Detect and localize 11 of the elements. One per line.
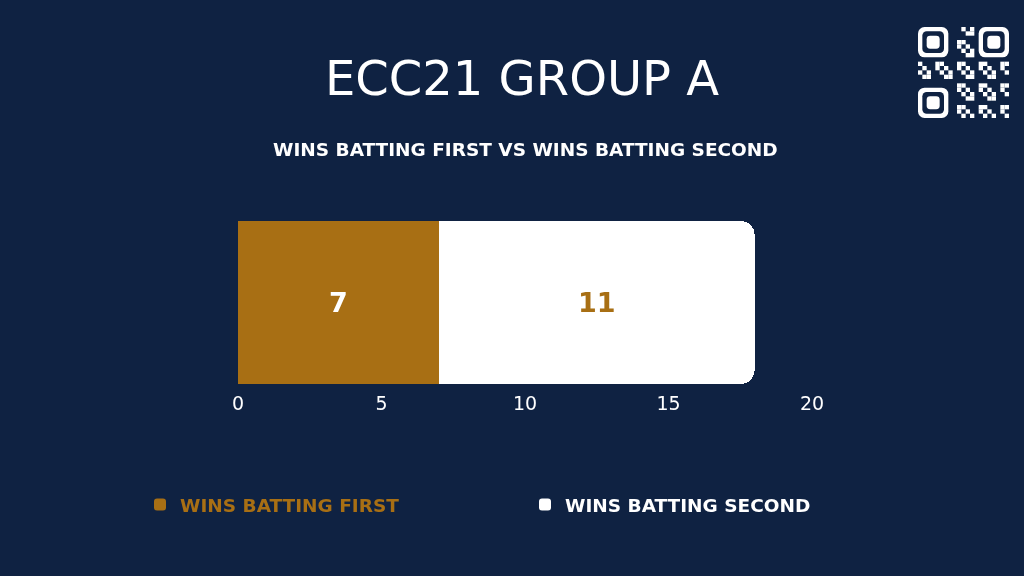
data-label: 11 bbox=[577, 287, 616, 318]
chart-title: ECC21 GROUP A bbox=[324, 49, 720, 106]
legend-label: WINS BATTING SECOND bbox=[565, 494, 811, 516]
data-label: 7 bbox=[329, 287, 348, 318]
x-tick-label: 20 bbox=[799, 392, 825, 414]
x-tick-label: 5 bbox=[375, 392, 388, 414]
chart-subtitle: WINS BATTING FIRST VS WINS BATTING SECOND bbox=[273, 139, 778, 160]
x-tick-label: 10 bbox=[512, 392, 538, 414]
x-tick-label: 15 bbox=[656, 392, 681, 414]
x-tick-label: 0 bbox=[231, 392, 245, 414]
legend-label: WINS BATTING FIRST bbox=[180, 494, 400, 516]
